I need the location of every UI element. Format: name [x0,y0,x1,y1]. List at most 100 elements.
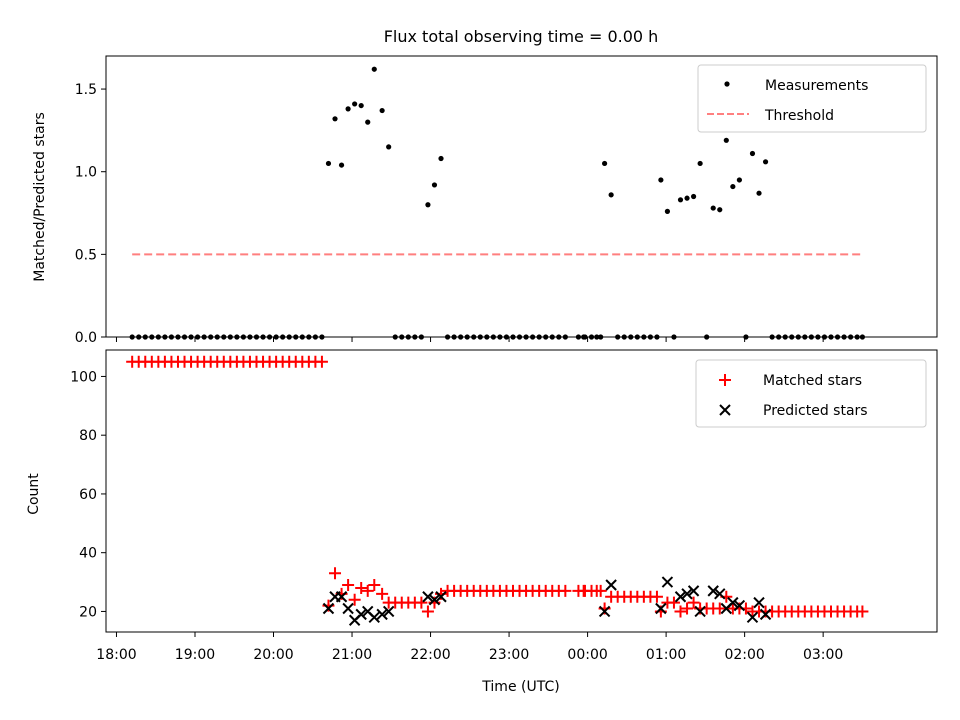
measurement-point [352,101,358,107]
x-tick-label: 02:00 [724,647,764,663]
ratio-y-tick-label: 0.0 [75,330,97,346]
matched-stars-point [368,579,381,591]
count-y-tick-label: 60 [79,487,97,503]
predicted-stars-point [322,602,335,615]
predicted-stars-point [605,579,617,591]
matched-stars-point [415,596,428,609]
ratio-y-tick-label: 0.5 [75,247,97,263]
x-tick-label: 03:00 [803,647,843,663]
matched-stars-point [421,605,434,618]
matched-stars-point [361,584,374,597]
predicted-stars-point [655,602,667,615]
legend-predicted-marker [719,404,731,416]
predicted-stars-point [694,605,706,618]
count-plot-frame [105,349,938,633]
predicted-stars-point [753,596,765,609]
ratio-y-axis-label: Matched/Predicted stars [32,112,48,282]
ratio-legend-box [697,64,927,133]
measurement-point [736,177,742,183]
predicted-stars-point [714,588,726,600]
ratio-y-tick-label: 1.0 [75,165,97,181]
predicted-stars-point [422,591,434,603]
matched-stars-point [376,587,389,600]
count-y-axis-label: Count [26,473,42,515]
x-tick-label: 21:00 [332,647,372,663]
matched-stars-point [681,602,694,615]
measurement-point [697,160,703,167]
x-tick-label: 22:00 [410,647,450,663]
predicted-stars-point [376,608,388,621]
count-y-tick-label: 100 [70,369,97,385]
x-tick-label: 23:00 [489,647,529,663]
matched-stars-point [348,593,361,606]
measurement-point [358,102,364,109]
predicted-stars-point [746,611,759,624]
measurement-point [658,177,664,183]
matched-stars-point [594,584,607,597]
predicted-stars-point [598,605,611,618]
ratio-y-tick-label: 1.5 [75,82,97,98]
x-tick-label: 00:00 [567,647,607,663]
measurement-point [425,202,431,208]
predicted-stars-point [355,608,367,621]
measurement-point [379,107,385,114]
predicted-stars-point [335,591,348,603]
measurement-point [710,205,716,211]
measurement-point [723,137,729,143]
matched-stars-point [856,605,869,618]
measurement-point [664,208,671,214]
matched-stars-point [650,590,663,603]
matched-stars-point [329,567,342,580]
x-tick-label: 18:00 [96,647,136,663]
ratio-plot-frame [105,55,938,338]
measurement-point [345,106,351,112]
measurement-point [749,150,756,157]
matched-stars-point [355,581,368,594]
x-ticks: 18:00 19:00 20:00 21:00 22:00 23:00 00:00 01:00… [96,337,843,663]
predicted-stars-point [674,591,687,603]
predicted-stars-point [428,593,441,606]
ratio-legend: Measurements Threshold [697,64,927,133]
x-tick-label: 01:00 [646,647,686,663]
count-panel: Count Time (UTC) 20 40 60 80 100 18:00 19:00 2… [26,337,938,695]
x-tick-label: 20:00 [253,647,293,663]
legend-measurements-marker [724,81,730,87]
ratio-panel: Matched/Predicted stars 0.0 0.5 1.0 1.5 Mea… [32,55,938,346]
count-y-ticks: 20 40 60 80 100 [70,369,106,620]
predicted-stars-point [661,576,674,588]
measurement-point [602,160,608,167]
predicted-stars-point [727,596,739,609]
chart-title: Flux total observing time = 0.00 h [384,27,659,46]
predicted-stars-point [342,602,354,615]
measurement-point [338,162,345,168]
matched-stars-point [713,602,726,615]
count-legend: Matched stars Predicted stars [695,359,927,428]
measurement-point [438,155,444,162]
predicted-stars-point [759,608,772,621]
ratio-marks [129,66,866,340]
x-tick-label: 19:00 [175,647,215,663]
count-legend-box [695,359,927,428]
measurement-point [756,190,762,196]
measurement-point [431,182,438,188]
matched-stars-point [687,596,700,609]
predicted-stars-point [368,611,380,624]
legend-threshold-label: Threshold [764,108,834,124]
matched-stars-point [674,605,687,618]
measurement-point [717,207,723,213]
matched-stars-point [342,579,355,591]
measurement-point [690,193,697,200]
count-marks [126,355,869,626]
count-y-tick-label: 80 [79,428,97,444]
predicted-stars-point [681,588,693,600]
predicted-stars-point [707,585,719,597]
measurement-point [332,116,338,122]
predicted-stars-point [435,591,447,603]
legend-predicted-label: Predicted stars [763,403,868,419]
predicted-stars-point [687,585,700,597]
measurement-point [730,183,736,190]
legend-measurements-label: Measurements [765,78,868,94]
measurement-point [762,159,769,165]
legend-matched-marker [719,374,731,386]
